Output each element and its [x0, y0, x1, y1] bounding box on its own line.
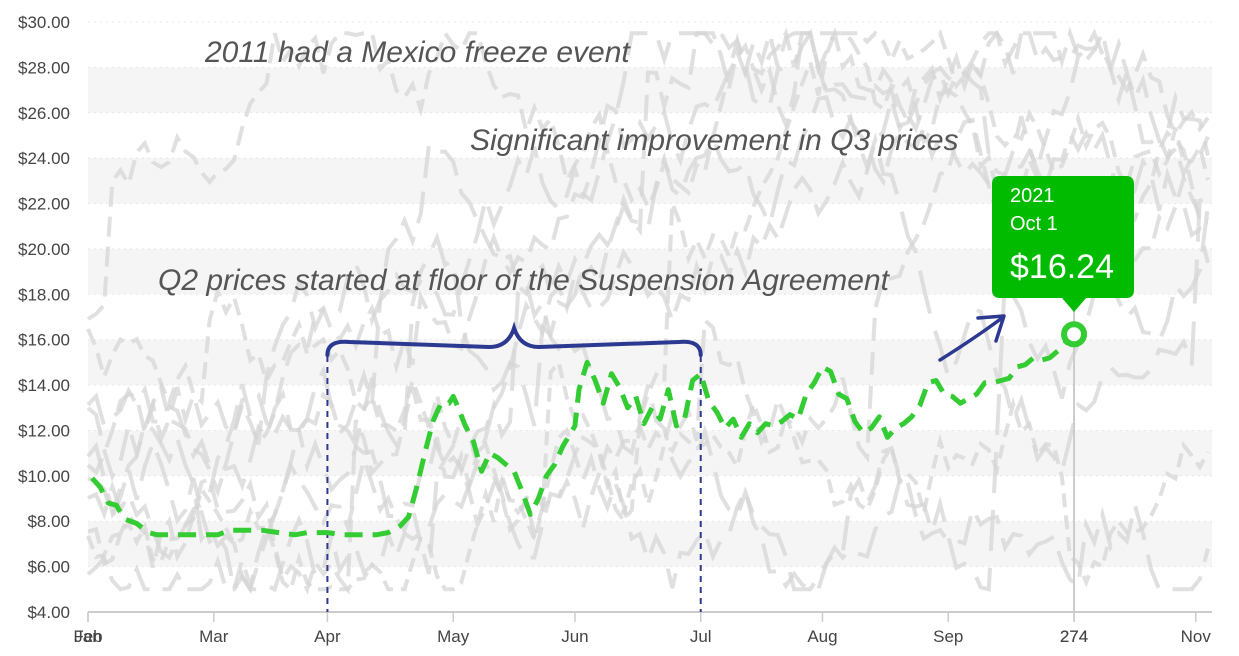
y-tick-label: $20.00	[18, 240, 70, 259]
y-tick-label: $26.00	[18, 104, 70, 123]
x-tick-label: Aug	[807, 627, 837, 646]
historical-series-line	[86, 26, 1210, 498]
y-tick-label: $22.00	[18, 195, 70, 214]
tooltip-date: Oct 1	[1010, 213, 1058, 235]
historical-series-line	[86, 95, 1209, 595]
x-tick-label: Jan	[74, 627, 101, 646]
y-tick-label: $6.00	[27, 558, 70, 577]
x-tick-label: Nov	[1181, 627, 1212, 646]
tooltip-value: $16.24	[1010, 248, 1114, 286]
plot-band	[88, 67, 1212, 113]
historical-series-line	[86, 25, 1210, 482]
y-tick-label: $18.00	[18, 285, 70, 304]
x-tick-label: Jul	[690, 627, 712, 646]
annotation-arrow	[938, 314, 1006, 362]
tooltip: 2021 Oct 1 $16.24	[992, 176, 1134, 312]
x-tick-label: 274	[1060, 627, 1088, 646]
x-tick-label: Apr	[314, 627, 341, 646]
y-tick-label: $30.00	[18, 13, 70, 32]
highlight-point-marker[interactable]	[1061, 321, 1088, 348]
y-tick-label: $10.00	[18, 467, 70, 486]
x-tick-label: Feb	[73, 627, 102, 646]
arrow-head	[976, 314, 1006, 343]
historical-series-line	[86, 27, 1209, 321]
historical-series-line	[87, 28, 1210, 561]
y-tick-label: $28.00	[18, 58, 70, 77]
x-tick-label: Mar	[199, 627, 229, 646]
annotation-q3-improvement: Significant improvement in Q3 prices	[470, 124, 959, 157]
annotation-mexico-freeze: 2011 had a Mexico freeze event	[204, 36, 631, 69]
y-tick-label: $8.00	[27, 512, 70, 531]
y-tick-label: $24.00	[18, 149, 70, 168]
y-tick-label: $16.00	[18, 331, 70, 350]
annotation-q2-floor: Q2 prices started at floor of the Suspen…	[158, 264, 891, 297]
tooltip-box	[992, 176, 1134, 312]
arrow-shaft	[938, 316, 1004, 362]
q2-bracket	[325, 321, 703, 612]
x-tick-label: May	[437, 627, 470, 646]
x-tick-label: Jun	[561, 627, 588, 646]
plot-band	[88, 430, 1212, 476]
y-tick-label: $12.00	[18, 421, 70, 440]
tooltip-year: 2021	[1010, 185, 1055, 207]
x-tick-label: Sep	[933, 627, 963, 646]
y-tick-label: $14.00	[18, 376, 70, 395]
x-tick-label: 274	[1060, 627, 1088, 646]
historical-series-line	[86, 31, 1210, 594]
y-tick-label: $4.00	[27, 603, 70, 622]
y-axis: $4.00 $6.00 $8.00 $10.00 $12.00 $14.00 $16.00 $…	[18, 13, 70, 622]
historical-series-line	[86, 206, 1210, 592]
q2-brace	[325, 321, 703, 357]
historical-series-line	[86, 29, 1210, 534]
historical-series-line	[87, 437, 1210, 595]
historical-series-group	[86, 25, 1210, 595]
